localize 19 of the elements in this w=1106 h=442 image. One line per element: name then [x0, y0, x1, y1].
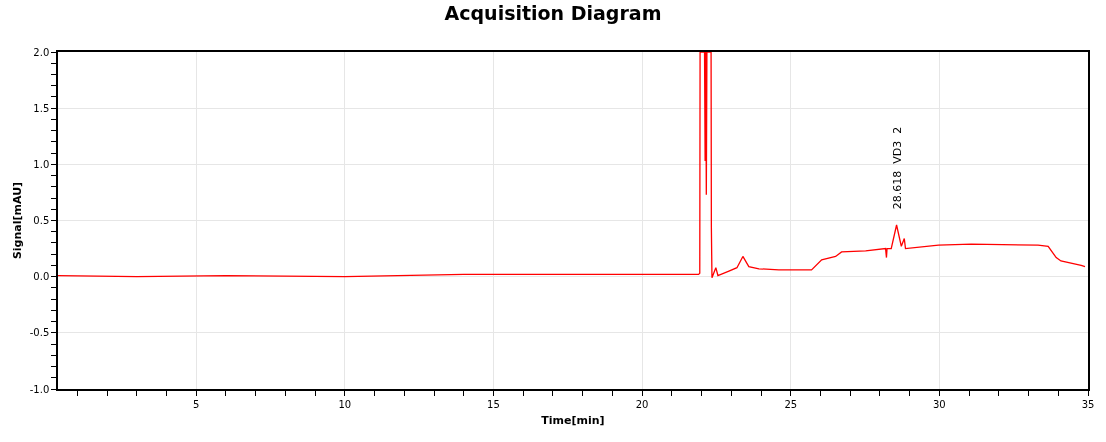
y-tick-label: 0.5 — [33, 215, 50, 226]
x-axis-title: Time[min] — [541, 414, 605, 428]
x-tick-label: 5 — [193, 398, 200, 410]
x-tick-label: 25 — [784, 398, 798, 410]
y-tick-label: 2.0 — [33, 46, 50, 58]
y-tick-label: -1.0 — [29, 383, 50, 395]
x-tick-label: 15 — [487, 398, 500, 410]
y-tick-label: 1.5 — [33, 102, 50, 114]
x-tick-label: 10 — [338, 398, 352, 410]
y-tick-label: 1.0 — [33, 158, 50, 170]
x-tick-label: 30 — [933, 398, 946, 410]
annotation: 28.618 VD3 2 — [891, 126, 905, 210]
line-series — [58, 52, 1086, 279]
y-axis-title: Signal[mAU] — [10, 181, 24, 260]
y-tick-label: -0.5 — [29, 327, 50, 339]
x-tick-label: 20 — [635, 398, 649, 410]
y-tick-label: 0.0 — [33, 271, 50, 283]
chart-title: Acquisition Diagram — [444, 1, 662, 24]
x-tick-label: 35 — [1081, 398, 1095, 410]
